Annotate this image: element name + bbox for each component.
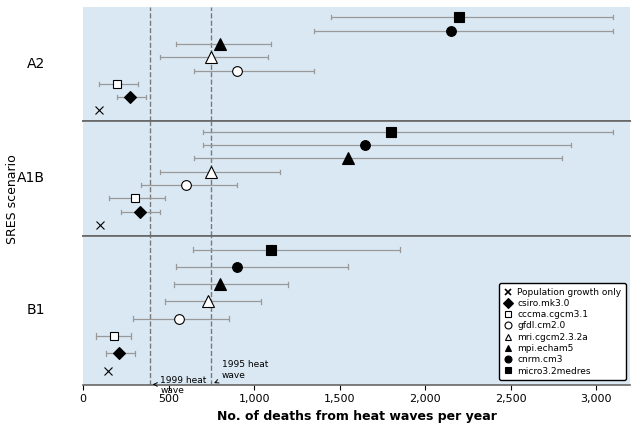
Text: 1999 heat
wave: 1999 heat wave bbox=[154, 376, 207, 395]
X-axis label: No. of deaths from heat waves per year: No. of deaths from heat waves per year bbox=[217, 410, 497, 423]
Legend: Population growth only, csiro.mk3.0, cccma.cgcm3.1, gfdl.cm2.0, mri.cgcm2.3.2a, : Population growth only, csiro.mk3.0, ccc… bbox=[499, 283, 626, 380]
Text: 1995 heat
wave: 1995 heat wave bbox=[215, 360, 268, 383]
Text: A1B: A1B bbox=[17, 171, 45, 185]
Text: B1: B1 bbox=[26, 303, 45, 317]
Text: SRES scenario: SRES scenario bbox=[6, 154, 19, 244]
Text: A2: A2 bbox=[27, 57, 45, 71]
